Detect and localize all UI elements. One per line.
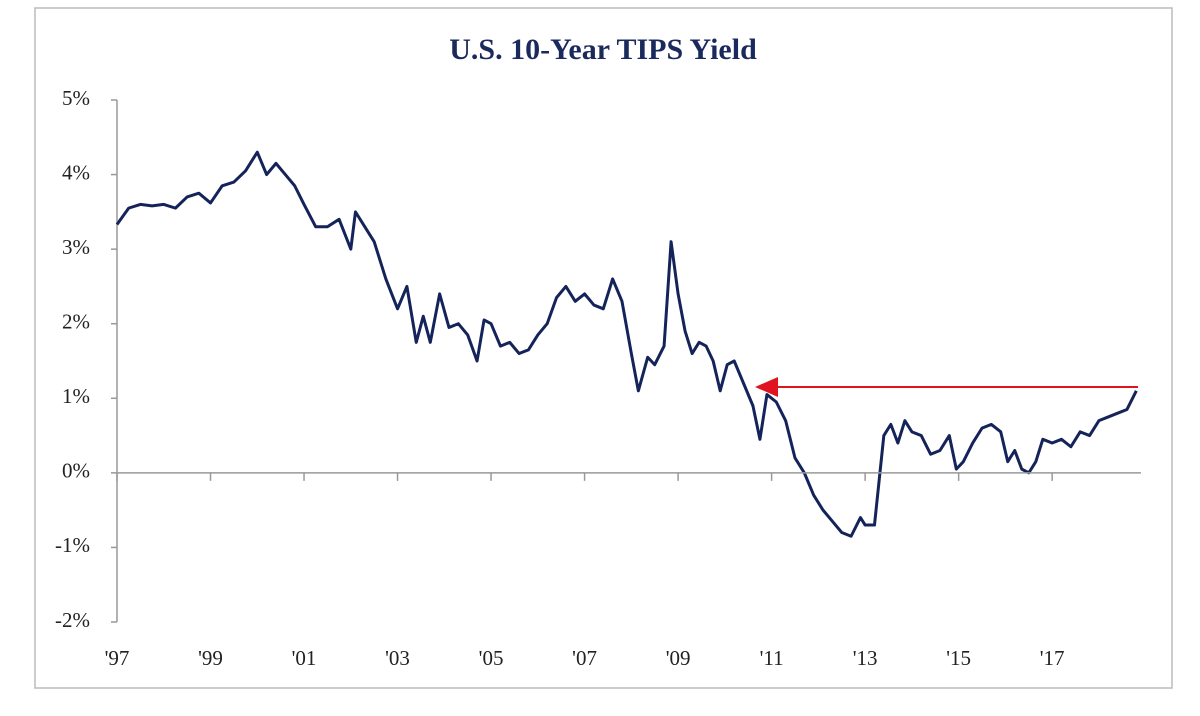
y-tick-label: 4% (62, 160, 90, 184)
y-tick-label: -2% (55, 608, 90, 632)
y-tick-label: 0% (62, 459, 90, 483)
y-tick-label: 3% (62, 235, 90, 259)
y-tick-label: 5% (62, 86, 90, 110)
x-tick-label: '13 (853, 646, 878, 670)
y-tick-label: -1% (55, 533, 90, 557)
chart-title: U.S. 10-Year TIPS Yield (449, 33, 757, 66)
x-tick-label: '01 (292, 646, 317, 670)
line-series (115, 150, 1138, 538)
x-tick-label: '17 (1040, 646, 1065, 670)
x-tick-label: '15 (946, 646, 971, 670)
annotation-arrowhead (755, 377, 778, 397)
x-tick-label: '05 (479, 646, 504, 670)
x-tick-label: '09 (666, 646, 691, 670)
x-tick-label: '03 (385, 646, 410, 670)
x-tick-label: '11 (760, 646, 784, 670)
x-tick-label: '97 (105, 646, 130, 670)
x-tick-label: '99 (198, 646, 223, 670)
y-tick-label: 2% (62, 310, 90, 334)
y-tick-label: 1% (62, 384, 90, 408)
x-tick-label: '07 (572, 646, 597, 670)
chart-frame (34, 7, 1173, 689)
